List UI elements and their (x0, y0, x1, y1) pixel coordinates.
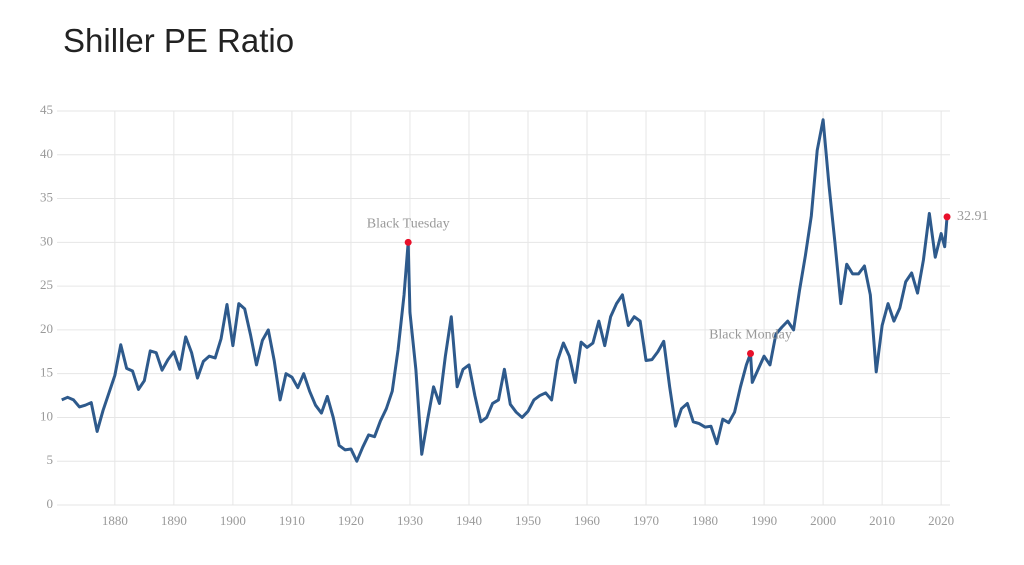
y-tick-label: 10 (40, 408, 53, 423)
y-tick-label: 5 (47, 452, 54, 467)
highlight-point (943, 213, 951, 221)
x-tick-label: 1880 (102, 513, 128, 528)
annotation: Black Monday (709, 328, 792, 343)
x-tick-label: 1890 (161, 513, 187, 528)
highlight-point (747, 350, 755, 358)
y-tick-label: 35 (40, 190, 53, 205)
y-tick-label: 0 (47, 496, 54, 511)
x-tick-label: 1950 (515, 513, 541, 528)
value-label: 32.91 (957, 209, 989, 224)
data-line (61, 118, 949, 463)
x-tick-label: 2020 (928, 513, 954, 528)
y-tick-label: 40 (40, 146, 53, 161)
y-tick-label: 20 (40, 321, 53, 336)
x-tick-label: 2000 (810, 513, 836, 528)
x-tick-label: 1990 (751, 513, 777, 528)
y-tick-label: 15 (40, 365, 53, 380)
x-tick-label: 1930 (397, 513, 423, 528)
y-tick-label: 45 (40, 102, 53, 117)
chart-title: Shiller PE Ratio (63, 22, 295, 59)
y-tick-label: 30 (40, 233, 53, 248)
x-tick-label: 2010 (869, 513, 895, 528)
highlight-point (404, 238, 412, 246)
x-tick-label: 1910 (279, 513, 305, 528)
x-tick-label: 1970 (633, 513, 659, 528)
x-tick-label: 1940 (456, 513, 482, 528)
x-tick-label: 1920 (338, 513, 364, 528)
y-tick-label: 25 (40, 277, 53, 292)
x-tick-label: 1960 (574, 513, 600, 528)
x-tick-label: 1980 (692, 513, 718, 528)
annotation: Black Tuesday (367, 217, 450, 232)
x-tick-label: 1900 (220, 513, 246, 528)
